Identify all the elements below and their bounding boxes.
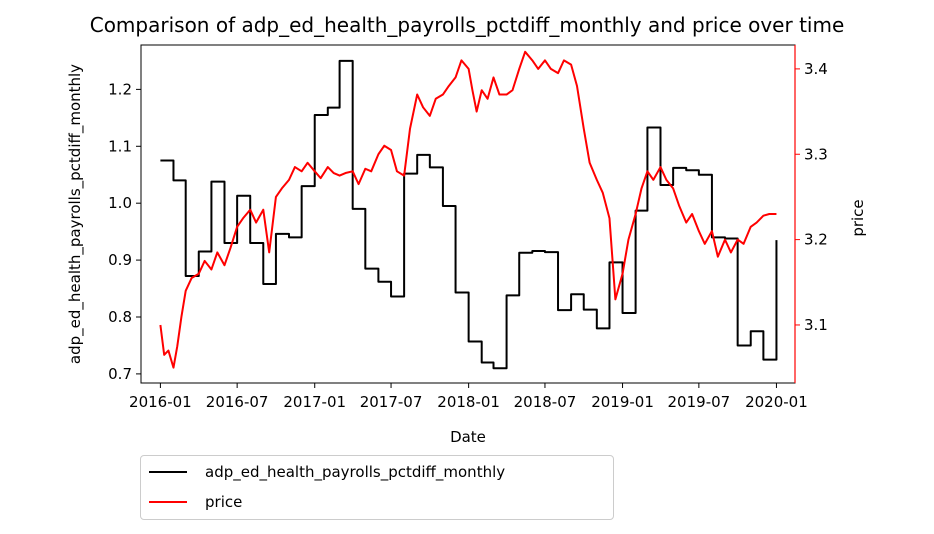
series-line-1 — [159, 50, 777, 369]
series-line-0 — [160, 59, 778, 370]
x-tick-label-0: 2016-01 — [129, 393, 192, 411]
x-tick-label-7: 2019-07 — [668, 393, 731, 411]
y-left-tick-label-5: 1.2 — [108, 80, 132, 98]
x-axis: 2016-01 2016-07 2017-01 2017-07 2018-01 2018-… — [129, 383, 808, 411]
y-left-tick-label-4: 1.1 — [108, 137, 132, 155]
y-axis-right-title: price — [849, 199, 867, 236]
x-tick-label-4: 2018-01 — [437, 393, 500, 411]
x-tick-label-2: 2017-01 — [283, 393, 346, 411]
chart-title: Comparison of adp_ed_health_payrolls_pct… — [90, 13, 845, 37]
legend-item-series-1: price — [149, 492, 242, 512]
legend-item-series-0: adp_ed_health_payrolls_pctdiff_monthly — [149, 462, 505, 482]
y-axis-left-title: adp_ed_health_payrolls_pctdiff_monthly — [66, 64, 85, 364]
y-left-tick-label-0: 0.7 — [108, 365, 132, 383]
x-tick-label-8: 2020-01 — [745, 393, 808, 411]
y-axis-left: 0.7 0.8 0.9 1.0 1.1 1.2 — [108, 80, 141, 383]
plot-area — [140, 44, 796, 384]
x-tick-label-3: 2017-07 — [360, 393, 423, 411]
legend-label-series-1: price — [205, 493, 243, 511]
y-right-tick-label-3: 3.4 — [804, 60, 828, 78]
legend-label-series-0: adp_ed_health_payrolls_pctdiff_monthly — [205, 463, 506, 481]
series-layer — [159, 50, 778, 370]
y-right-tick-label-0: 3.1 — [804, 316, 828, 334]
y-left-tick-label-3: 1.0 — [108, 194, 132, 212]
x-tick-label-6: 2019-01 — [591, 393, 654, 411]
legend: adp_ed_health_payrolls_pctdiff_monthly p… — [140, 455, 614, 520]
y-right-tick-label-1: 3.2 — [804, 231, 828, 249]
x-axis-title: Date — [450, 428, 486, 446]
y-left-tick-label-1: 0.8 — [108, 308, 132, 326]
legend-swatch-series-1 — [149, 501, 187, 503]
legend-swatch-series-0 — [149, 471, 187, 473]
x-tick-label-5: 2018-07 — [514, 393, 577, 411]
x-tick-label-1: 2016-07 — [206, 393, 269, 411]
y-left-tick-label-2: 0.9 — [108, 251, 132, 269]
y-axis-right: 3.1 3.2 3.3 3.4 — [795, 60, 828, 334]
y-right-tick-label-2: 3.3 — [804, 145, 828, 163]
